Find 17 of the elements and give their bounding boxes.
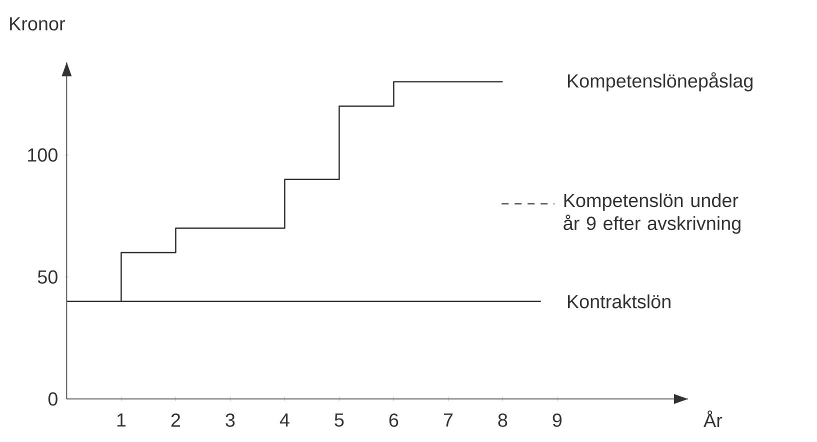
y-axis-title: Kronor — [10, 17, 66, 30]
x-tick-label: 5 — [334, 414, 344, 427]
y-tick-label: 50 — [38, 270, 58, 284]
x-axis-title: År — [704, 410, 722, 428]
x-tick-label: 3 — [226, 413, 235, 427]
x-tick-label: 7 — [444, 414, 453, 427]
series-label: Kontraktslön — [568, 294, 670, 308]
x-tick-label: 1 — [117, 414, 126, 427]
y-tick-label: 0 — [48, 392, 58, 406]
text: Kompetenslönepåslag — [568, 72, 752, 92]
x-tick-label: 2 — [171, 413, 180, 427]
y-tick-label: 100 — [28, 148, 58, 162]
x-tick-label: 4 — [280, 414, 290, 427]
x-tick-label: 8 — [498, 413, 508, 427]
legend-label: Kompetenslön under år 9 efter avskrivning — [564, 193, 740, 234]
x-tick-label: 6 — [389, 413, 398, 427]
x-tick-label: 9 — [552, 413, 562, 427]
